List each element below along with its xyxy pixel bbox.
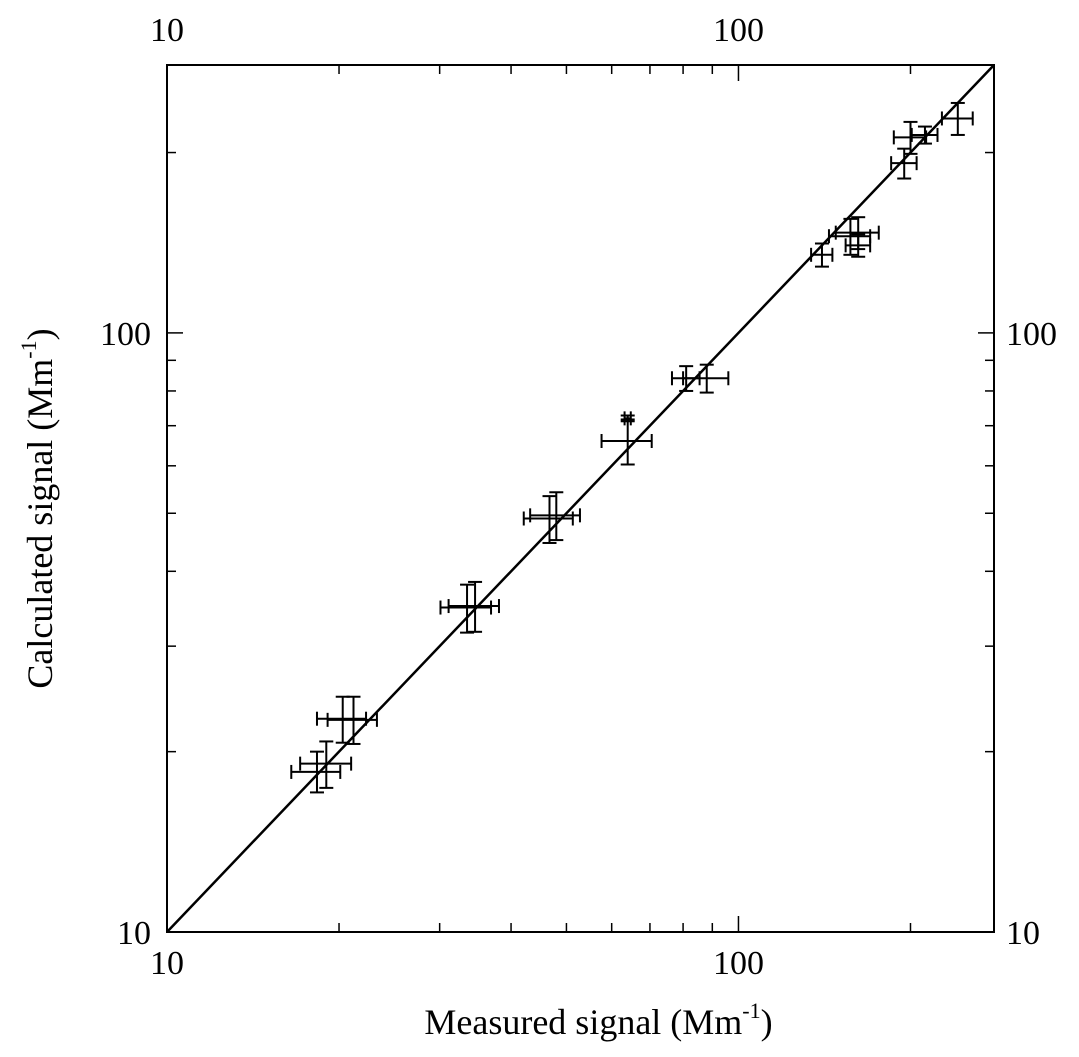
reference-line-group [166,64,995,933]
data-point [844,233,872,258]
data-point [910,125,939,145]
x-axis-title-text: Measured signal (Mm [424,1002,742,1042]
y-left-tick-label: 100 [100,316,151,353]
y-axis-title-close: ) [20,328,60,340]
plot-frame [166,64,995,933]
y-axis-title: Calculated signal (Mm-1) [16,328,60,688]
data-point [290,750,342,794]
data-point [810,242,834,268]
x-axis-title-close: ) [761,1002,773,1042]
data-point [892,120,928,155]
data-point [299,740,353,789]
y-left-tick-label: 10 [117,915,151,952]
axis-titles: Measured signal (Mm-1)Calculated signal … [16,328,773,1042]
ticks [166,65,994,933]
data-point [682,363,730,394]
x-top-tick-label: 100 [713,12,764,49]
y-axis-title-superscript: -1 [16,340,41,358]
y-right-tick-label: 10 [1006,915,1040,952]
y-axis-title-text: Calculated signal (Mm [20,359,60,689]
data-point [529,491,581,542]
data-point [600,418,653,466]
data-point [522,495,574,544]
data-point [447,580,500,633]
x-axis-title-superscript: -1 [742,998,760,1023]
x-bottom-tick-label: 10 [150,945,184,982]
x-bottom-tick-label: 100 [713,945,764,982]
data-point [940,101,974,136]
reference-line [166,64,995,933]
x-top-tick-label: 10 [150,12,184,49]
axes [166,64,995,933]
data-point [326,695,378,745]
x-axis-title: Measured signal (Mm-1) [424,998,772,1042]
tick-labels: 10 100 10 100 10 100 10 100 [100,12,1057,982]
data-point [620,411,635,426]
y-right-tick-label: 100 [1006,316,1057,353]
data-points [290,101,974,794]
data-point [890,147,918,180]
